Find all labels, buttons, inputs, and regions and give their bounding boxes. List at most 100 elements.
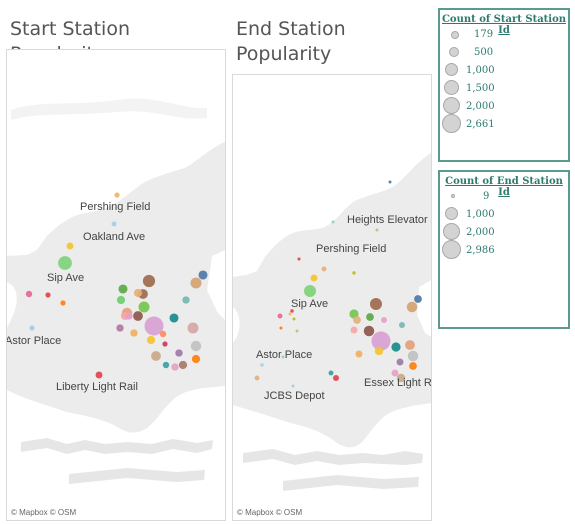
station-marker[interactable] (114, 192, 120, 198)
station-marker[interactable] (405, 340, 415, 350)
station-marker[interactable] (281, 355, 285, 359)
station-marker[interactable] (151, 351, 161, 361)
station-marker[interactable] (375, 228, 379, 232)
station-marker[interactable] (133, 311, 143, 321)
station-marker[interactable] (162, 341, 168, 347)
station-marker[interactable] (58, 256, 72, 270)
map-attribution[interactable]: © Mapbox © OSM (237, 508, 303, 517)
station-marker[interactable] (295, 329, 299, 333)
station-marker[interactable] (321, 266, 327, 272)
station-marker[interactable] (142, 274, 156, 288)
legend-size-symbol (451, 194, 455, 198)
start-station-markers[interactable] (25, 192, 208, 379)
legend-value: 9 (483, 191, 490, 202)
station-marker[interactable] (297, 257, 301, 261)
legend-title: Count of End Station Id (445, 176, 563, 198)
legend-row: 500 (440, 46, 568, 64)
station-marker[interactable] (331, 220, 335, 224)
station-marker[interactable] (388, 180, 392, 184)
station-marker[interactable] (371, 331, 391, 351)
station-marker[interactable] (133, 288, 143, 298)
station-marker[interactable] (111, 221, 117, 227)
station-marker[interactable] (171, 363, 179, 371)
station-marker[interactable] (288, 312, 292, 316)
station-marker[interactable] (118, 284, 128, 294)
place-label-jcbs-depot: JCBS Depot (264, 390, 325, 402)
station-marker[interactable] (398, 321, 406, 329)
station-marker[interactable] (396, 358, 404, 366)
legend-size-symbol (442, 114, 461, 133)
station-marker[interactable] (254, 375, 260, 381)
station-marker[interactable] (190, 340, 202, 352)
station-marker[interactable] (125, 312, 133, 320)
place-label-sip-ave: Sip Ave (47, 272, 85, 284)
station-marker[interactable] (144, 316, 164, 336)
station-marker[interactable] (95, 371, 103, 379)
station-marker[interactable] (60, 300, 66, 306)
station-marker[interactable] (29, 325, 35, 331)
legend-row: 179 (440, 28, 568, 46)
map-attribution[interactable]: © Mapbox © OSM (11, 508, 77, 517)
station-marker[interactable] (116, 295, 126, 305)
station-marker[interactable] (175, 349, 183, 357)
station-marker[interactable] (374, 346, 384, 356)
station-marker[interactable] (169, 313, 179, 323)
station-marker[interactable] (260, 363, 264, 367)
station-marker[interactable] (409, 362, 417, 370)
station-marker[interactable] (290, 309, 294, 313)
start-station-map[interactable]: Pershing Field Oakland Ave Sip Ave Astor… (6, 49, 226, 521)
station-marker[interactable] (25, 290, 33, 298)
station-marker[interactable] (130, 329, 138, 337)
legend-value: 2,661 (466, 119, 495, 130)
legend-size-symbol (451, 31, 459, 39)
station-marker[interactable] (328, 370, 334, 376)
station-marker[interactable] (159, 330, 167, 338)
station-marker[interactable] (406, 301, 418, 313)
station-marker[interactable] (198, 270, 208, 280)
station-marker[interactable] (303, 284, 317, 298)
legend-row: 1,500 (440, 80, 568, 100)
station-marker[interactable] (369, 297, 383, 311)
legend-size-symbol (445, 207, 458, 220)
station-marker[interactable] (355, 350, 363, 358)
end-station-markers[interactable] (254, 180, 422, 388)
station-marker[interactable] (396, 373, 406, 383)
station-marker[interactable] (187, 322, 199, 334)
station-marker[interactable] (178, 360, 188, 370)
land (7, 98, 225, 484)
station-marker[interactable] (391, 369, 399, 377)
station-marker[interactable] (277, 313, 283, 319)
station-marker[interactable] (310, 274, 318, 282)
station-marker[interactable] (366, 313, 374, 321)
station-marker[interactable] (380, 316, 388, 324)
legend-row: 1,000 (440, 207, 568, 226)
station-marker[interactable] (350, 326, 358, 334)
station-marker[interactable] (352, 271, 356, 275)
legend-size-symbol (443, 97, 460, 114)
station-marker[interactable] (45, 292, 51, 298)
station-marker[interactable] (162, 361, 170, 369)
station-marker[interactable] (191, 354, 201, 364)
station-marker[interactable] (190, 277, 202, 289)
legend-title: Count of Start Station Id (441, 14, 567, 36)
station-marker[interactable] (353, 316, 361, 324)
station-marker[interactable] (279, 326, 283, 330)
legend-value: 2,000 (466, 227, 495, 238)
station-marker[interactable] (391, 342, 401, 352)
place-label-astor-place: Astor Place (256, 349, 313, 361)
station-marker[interactable] (116, 324, 124, 332)
end-station-map[interactable]: Heights Elevator Pershing Field Sip Ave … (232, 74, 432, 521)
start-size-legend: Count of Start Station Id 179 500 1,000 … (438, 8, 570, 162)
legend-size-symbol (445, 63, 458, 76)
station-marker[interactable] (363, 325, 375, 337)
station-marker[interactable] (407, 350, 419, 362)
station-marker[interactable] (146, 335, 156, 345)
station-marker[interactable] (291, 384, 295, 388)
station-marker[interactable] (292, 317, 296, 321)
station-marker[interactable] (332, 374, 340, 382)
legend-size-symbol (444, 80, 459, 95)
station-marker[interactable] (66, 242, 74, 250)
station-marker[interactable] (182, 296, 190, 304)
station-marker[interactable] (138, 301, 150, 313)
station-marker[interactable] (414, 295, 422, 303)
